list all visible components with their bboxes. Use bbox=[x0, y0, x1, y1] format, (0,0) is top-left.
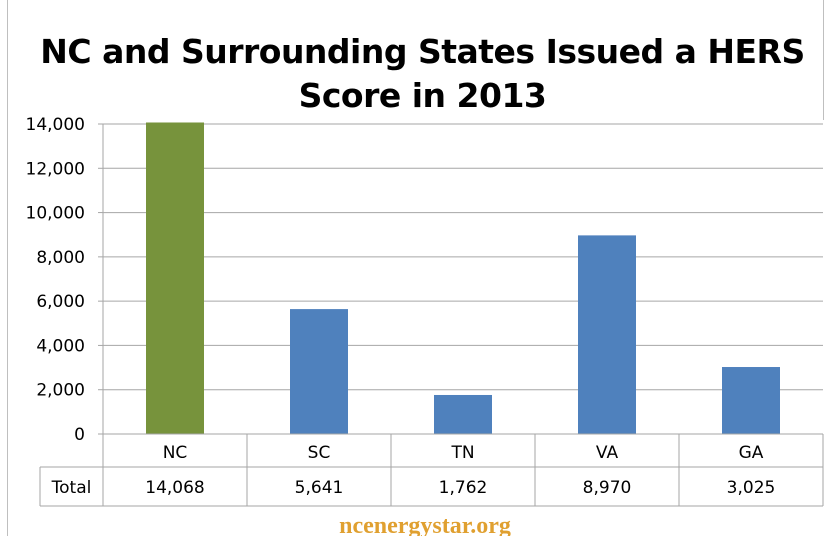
bar-ga bbox=[722, 367, 780, 434]
category-label: GA bbox=[739, 443, 764, 463]
category-label: TN bbox=[450, 443, 474, 463]
bar-sc bbox=[290, 309, 348, 434]
category-label: SC bbox=[308, 443, 331, 463]
category-label: VA bbox=[596, 443, 619, 463]
chart-title: NC and Surrounding States Issued a HERS … bbox=[40, 32, 805, 115]
y-tick-label: 12,000 bbox=[26, 159, 85, 179]
y-tick-label: 6,000 bbox=[36, 292, 85, 312]
y-tick-label: 4,000 bbox=[36, 336, 85, 356]
y-tick-label: 2,000 bbox=[36, 381, 85, 401]
bar-tn bbox=[434, 394, 492, 434]
table-value: 3,025 bbox=[727, 478, 776, 498]
y-tick-label: 0 bbox=[74, 425, 85, 445]
watermark: ncenergystar.org bbox=[339, 513, 511, 536]
y-tick-label: 14,000 bbox=[26, 115, 85, 135]
table-row-label: Total bbox=[51, 478, 92, 498]
table-value: 1,762 bbox=[439, 478, 488, 498]
bar-va bbox=[578, 235, 636, 434]
category-label: NC bbox=[163, 443, 188, 463]
table-value: 8,970 bbox=[583, 478, 632, 498]
chart-border-right bbox=[823, 0, 824, 120]
table-value: 14,068 bbox=[145, 478, 204, 498]
table-value: 5,641 bbox=[295, 478, 344, 498]
y-tick-label: 8,000 bbox=[36, 248, 85, 268]
bar-nc bbox=[146, 122, 204, 434]
y-tick-label: 10,000 bbox=[26, 204, 85, 224]
chart-border-left bbox=[7, 0, 8, 536]
